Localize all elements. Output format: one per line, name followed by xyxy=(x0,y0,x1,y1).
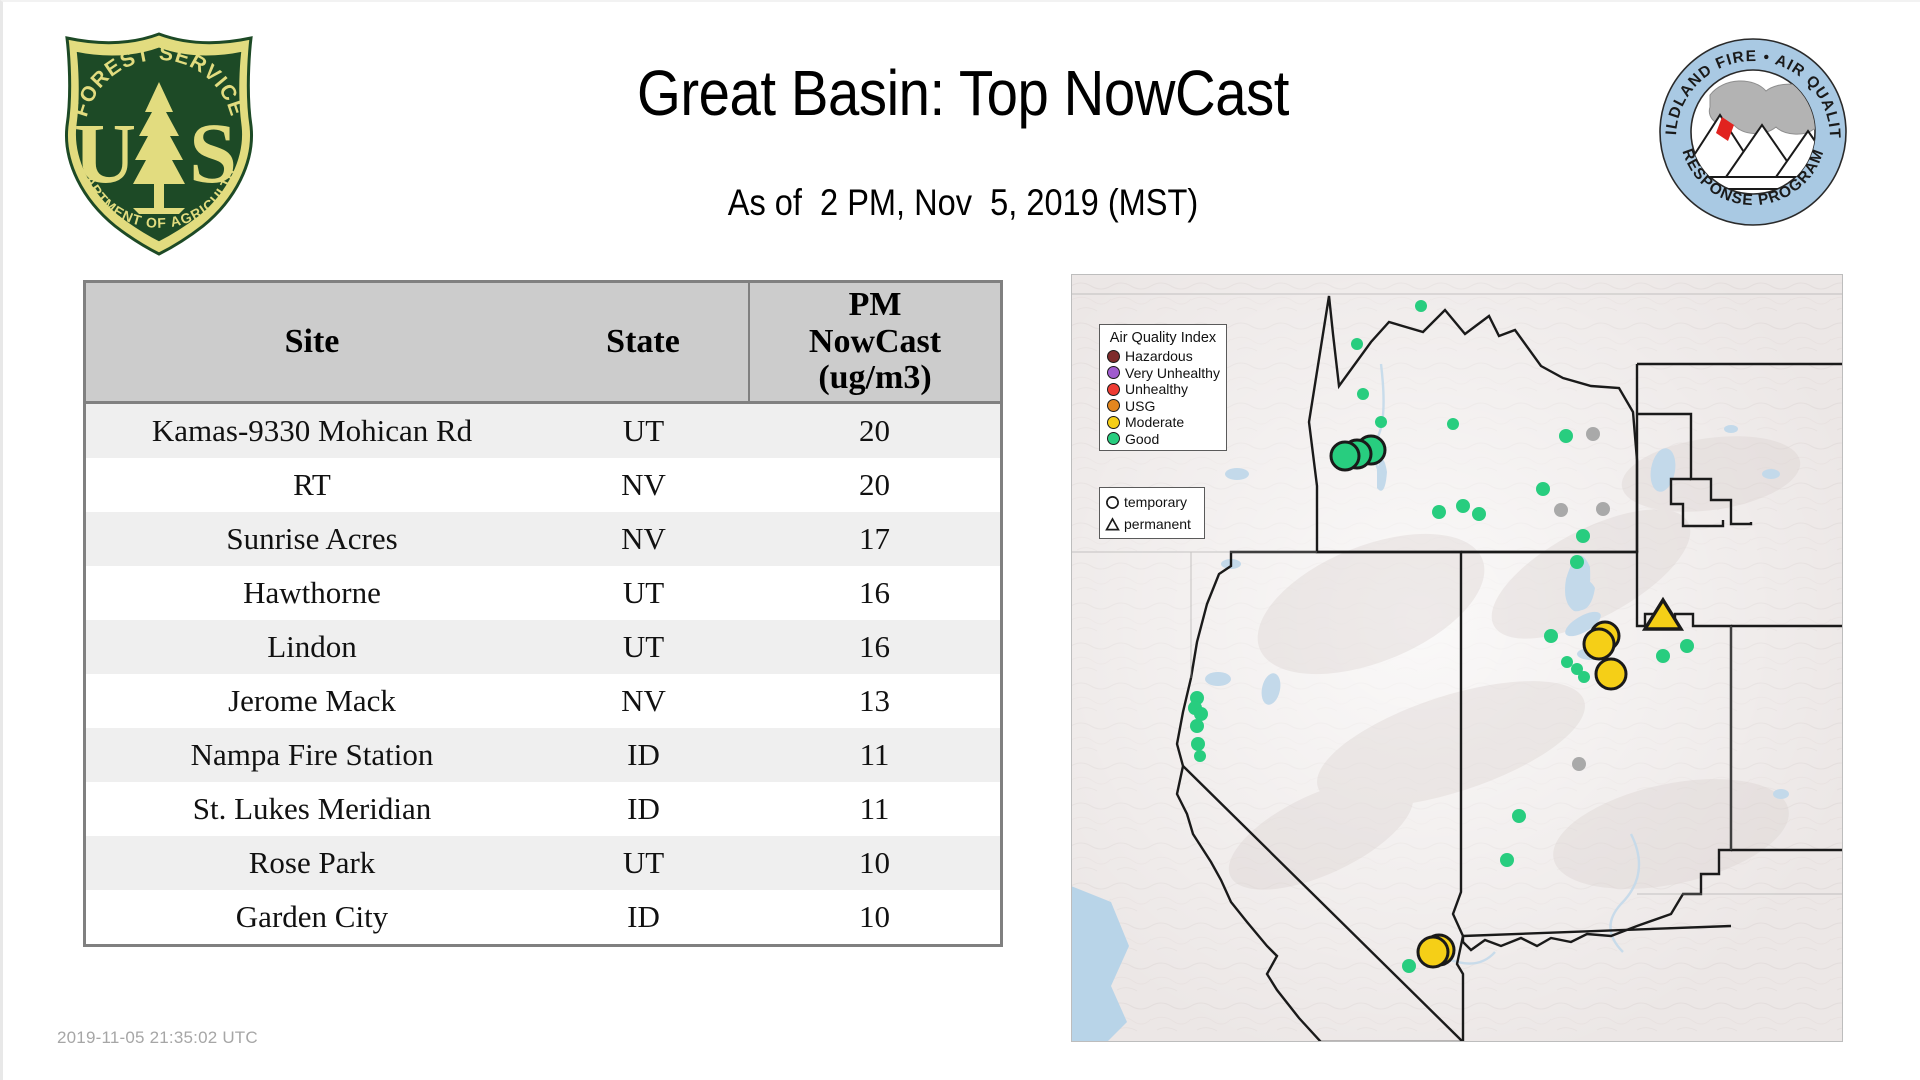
legend-swatch-icon xyxy=(1107,399,1120,413)
legend-row-usg: USG xyxy=(1107,398,1219,415)
cell-state: ID xyxy=(538,782,749,836)
legend-label-permanent: permanent xyxy=(1124,516,1191,532)
table-row: St. Lukes Meridian ID 11 xyxy=(84,782,1002,836)
legend-swatch-icon xyxy=(1107,432,1120,446)
legend-label: Hazardous xyxy=(1125,348,1193,365)
table-row: Garden City ID 10 xyxy=(84,890,1002,946)
pine-tree-icon xyxy=(133,82,185,214)
legend-swatch-icon xyxy=(1107,366,1120,380)
legend-title: Air Quality Index xyxy=(1109,330,1217,346)
cell-pm-nowcast: 16 xyxy=(749,620,1002,674)
legend-row-permanent: permanent xyxy=(1105,513,1199,535)
cell-pm-nowcast: 11 xyxy=(749,782,1002,836)
usfs-logo: FOREST SERVICE U S DEPARTMENT OF AGRICUL… xyxy=(49,17,263,256)
table-head: Site State PM NowCast (ug/m3) xyxy=(84,281,1002,404)
cell-state: ID xyxy=(538,890,749,946)
table-row: RT NV 20 xyxy=(84,458,1002,512)
cell-pm-nowcast: 16 xyxy=(749,566,1002,620)
wfaqrp-logo: WILDLAND FIRE • AIR QUALITY RESPONSE PRO… xyxy=(1650,24,1848,227)
table-body: Kamas-9330 Mohican Rd UT 20 RT NV 20 Sunrise A… xyxy=(84,402,1002,946)
column-header-site: Site xyxy=(84,281,538,404)
table-row: Jerome Mack NV 13 xyxy=(84,674,1002,728)
column-header-line1: PM xyxy=(848,285,902,323)
legend-label: Unhealthy xyxy=(1125,381,1189,398)
legend-row-temporary: temporary xyxy=(1105,491,1199,513)
table-row: Rose Park UT 10 xyxy=(84,836,1002,890)
cell-state: UT xyxy=(538,566,749,620)
usfs-letter-s: S xyxy=(189,105,237,201)
column-header-line3: (ug/m3) xyxy=(818,359,932,397)
cell-state: UT xyxy=(538,402,749,458)
usfs-letter-u: U xyxy=(74,105,136,201)
monitor-moderate-las-vegas xyxy=(1416,933,1456,969)
table-row: Lindon UT 16 xyxy=(84,620,1002,674)
cell-pm-nowcast: 13 xyxy=(749,674,1002,728)
legend-swatch-icon xyxy=(1107,415,1120,429)
map-legend-station-type: temporary permanent xyxy=(1099,487,1205,539)
legend-label: Very Unhealthy xyxy=(1125,364,1220,381)
cell-state: NV xyxy=(538,674,749,728)
column-header-state: State xyxy=(538,281,749,404)
monitor-cluster-moderate xyxy=(1582,620,1628,691)
legend-swatch-icon xyxy=(1107,382,1120,396)
cell-site: RT xyxy=(84,458,538,512)
permanent-triangle-icon xyxy=(1105,516,1120,530)
cell-pm-nowcast: 10 xyxy=(749,836,1002,890)
cell-site: Lindon xyxy=(84,620,538,674)
cell-state: UT xyxy=(538,836,749,890)
legend-label-temporary: temporary xyxy=(1124,494,1188,510)
mountains-smoke-graphic xyxy=(1691,80,1815,190)
cell-pm-nowcast: 17 xyxy=(749,512,1002,566)
nowcast-table-wrapper: Site State PM NowCast (ug/m3) Kamas-9330… xyxy=(83,280,1003,947)
table-row: Kamas-9330 Mohican Rd UT 20 xyxy=(84,402,1002,458)
legend-label: Good xyxy=(1125,430,1160,447)
map-grid-lines xyxy=(1071,293,1843,1042)
legend-row-very-unhealthy: Very Unhealthy xyxy=(1107,364,1220,382)
monitor-cluster-good xyxy=(1329,434,1387,472)
cell-pm-nowcast: 10 xyxy=(749,890,1002,946)
legend-row-unhealthy: Unhealthy xyxy=(1107,381,1219,398)
page-title: Great Basin: Top NowCast xyxy=(636,57,1290,129)
legend-rows: Hazardous Very Unhealthy Unhealthy USG Moder… xyxy=(1107,348,1220,448)
legend-row-hazardous: Hazardous xyxy=(1107,348,1219,365)
table-row: Sunrise Acres NV 17 xyxy=(84,512,1002,566)
cell-site: Kamas-9330 Mohican Rd xyxy=(84,402,538,458)
table-header-row: Site State PM NowCast (ug/m3) xyxy=(84,281,1002,404)
monitor-permanent-triangle xyxy=(1641,596,1685,631)
legend-row-moderate: Moderate xyxy=(1107,414,1219,431)
column-header-line2: NowCast xyxy=(808,322,942,360)
monitor-dots-offline xyxy=(1554,427,1610,771)
temporary-circle-icon xyxy=(1106,495,1119,509)
cell-site: St. Lukes Meridian xyxy=(84,782,538,836)
column-header-pm-nowcast: PM NowCast (ug/m3) xyxy=(748,281,1002,404)
air-quality-map[interactable]: Air Quality Index Hazardous Very Unhealth… xyxy=(1071,274,1843,1042)
footer-timestamp: 2019-11-05 21:35:02 UTC xyxy=(57,1028,258,1047)
cell-state: NV xyxy=(538,512,749,566)
legend-swatch-icon xyxy=(1107,349,1120,363)
map-legend-air-quality-index: Air Quality Index Hazardous Very Unhealth… xyxy=(1099,324,1227,451)
cell-pm-nowcast: 20 xyxy=(749,402,1002,458)
legend-row-good: Good xyxy=(1107,431,1219,448)
cell-state: NV xyxy=(538,458,749,512)
table-row: Hawthorne UT 16 xyxy=(84,566,1002,620)
page-subtitle: As of 2 PM, Nov 5, 2019 (MST) xyxy=(727,182,1199,223)
cell-site: Garden City xyxy=(84,890,538,946)
cell-state: ID xyxy=(538,728,749,782)
state-boundaries xyxy=(1175,295,1843,1042)
cell-site: Nampa Fire Station xyxy=(84,728,538,782)
monitor-dots-good xyxy=(1188,300,1694,973)
cell-site: Rose Park xyxy=(84,836,538,890)
table-row: Nampa Fire Station ID 11 xyxy=(84,728,1002,782)
legend-label: USG xyxy=(1125,397,1156,414)
cell-pm-nowcast: 20 xyxy=(749,458,1002,512)
cell-state: UT xyxy=(538,620,749,674)
nowcast-table: Site State PM NowCast (ug/m3) Kamas-9330… xyxy=(83,280,1003,947)
cell-site: Hawthorne xyxy=(84,566,538,620)
cell-pm-nowcast: 11 xyxy=(749,728,1002,782)
legend-label: Moderate xyxy=(1125,414,1185,431)
cell-site: Jerome Mack xyxy=(84,674,538,728)
cell-site: Sunrise Acres xyxy=(84,512,538,566)
